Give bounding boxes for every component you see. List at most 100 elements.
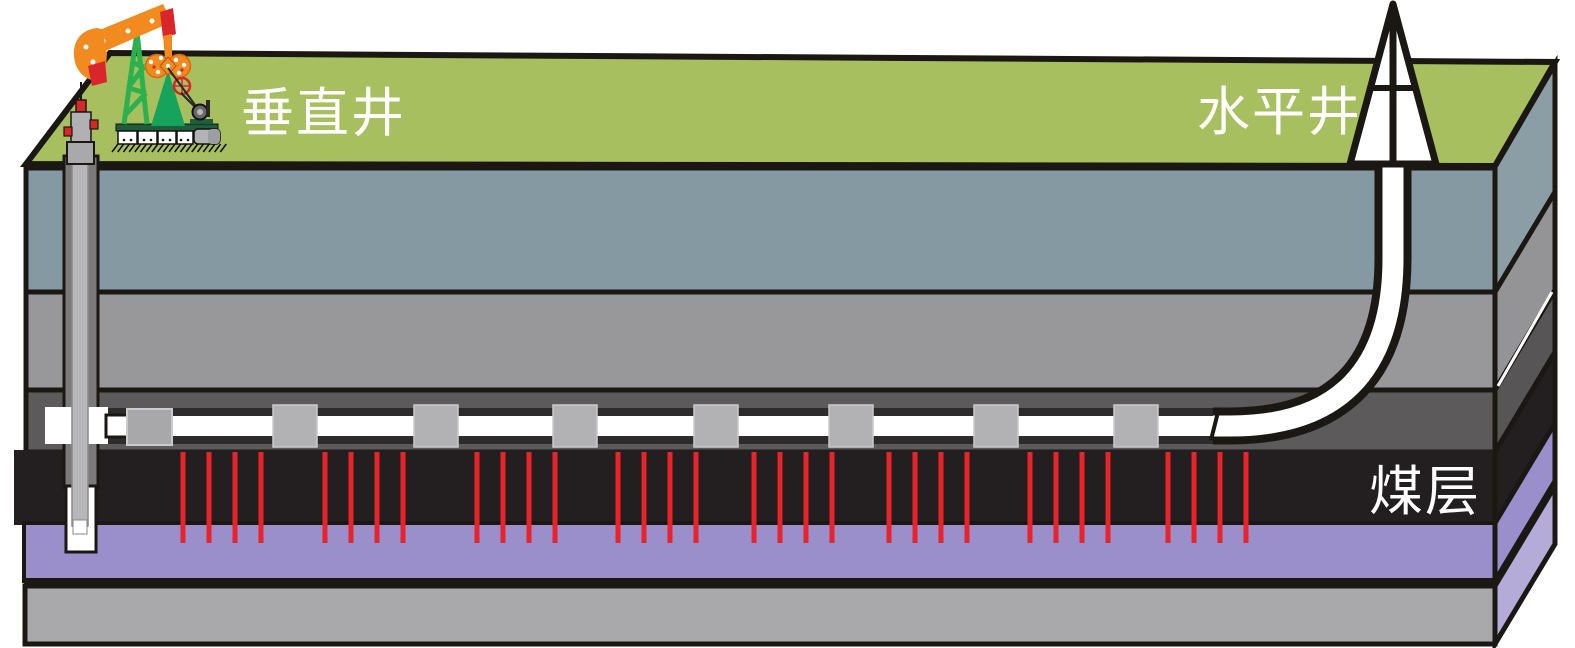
hatch-mark xyxy=(219,143,227,153)
label-horizontal-well: 水平井 xyxy=(1197,84,1362,142)
fracture-line xyxy=(374,452,380,543)
fracture-line xyxy=(1027,452,1033,543)
side-face-highlight xyxy=(1496,291,1554,387)
surface-casing-stub xyxy=(66,141,95,165)
wellhead-valve-left xyxy=(63,126,73,137)
fracture-line xyxy=(777,452,783,543)
rivet-dot xyxy=(149,138,153,142)
pumpjack-icon xyxy=(73,4,227,153)
drive-belt xyxy=(167,67,199,110)
fracture-line xyxy=(322,452,328,543)
polished-rod-clamp xyxy=(75,99,87,113)
motor-bracket xyxy=(206,100,210,117)
horizontal-well-curve-bore xyxy=(1213,158,1404,437)
pipe-collar-large xyxy=(126,408,173,446)
pipe-collar xyxy=(693,404,739,448)
fracture-line xyxy=(474,452,480,543)
fracture-line xyxy=(258,452,264,543)
stratum5-side-face xyxy=(1492,413,1558,591)
pipe-collar xyxy=(1113,404,1159,448)
fracture-line xyxy=(526,452,532,543)
hatch-mark xyxy=(139,143,148,153)
fracture-line xyxy=(552,452,558,543)
stratum5-bottom-border xyxy=(24,578,1495,588)
stratum6-side-face xyxy=(1492,476,1558,648)
hatch-mark xyxy=(208,143,216,153)
fracture-line xyxy=(1217,452,1223,543)
rivet-dot xyxy=(186,138,190,142)
motor-pad xyxy=(190,119,213,124)
fracture-line xyxy=(206,452,212,543)
fracture-line xyxy=(400,452,406,543)
wellhead-valve-right xyxy=(89,119,99,130)
hatch-mark xyxy=(202,143,210,153)
hatch-mark xyxy=(128,143,136,153)
hatch-mark xyxy=(111,143,119,153)
fracture-line xyxy=(912,452,918,543)
hatch-mark xyxy=(162,143,170,153)
fracture-line xyxy=(829,452,835,543)
horsehead-rivet xyxy=(90,59,96,65)
fracture-lines-group xyxy=(180,452,1249,543)
fracture-line xyxy=(693,452,699,543)
label-vertical-well: 垂直井 xyxy=(241,85,406,143)
hatch-mark xyxy=(156,143,165,153)
fracture-line xyxy=(938,452,944,543)
wellhead xyxy=(63,82,99,165)
beam-rivet xyxy=(125,28,131,34)
horizontal-well xyxy=(45,158,1412,448)
ground-hatching xyxy=(111,143,227,153)
horizontal-pipe xyxy=(108,416,1213,436)
hatch-mark xyxy=(196,143,205,153)
pipe-collar xyxy=(973,404,1019,448)
fracture-line xyxy=(615,452,621,543)
fracture-line xyxy=(1079,452,1085,543)
pumpjack-lattice-tower xyxy=(121,29,150,125)
horizontal-pipe-top-border xyxy=(108,408,1216,416)
pipe-collar xyxy=(272,404,318,448)
crank-hub-pin xyxy=(165,63,171,69)
fracture-line xyxy=(1105,452,1111,543)
stratum6-front-face xyxy=(22,583,1498,647)
fracture-line xyxy=(500,452,506,543)
rivet-dot xyxy=(179,138,183,142)
pumpjack-tank-cap xyxy=(208,129,220,144)
fracture-line xyxy=(803,452,809,543)
fracture-line xyxy=(667,452,673,543)
tubing-tip xyxy=(72,519,88,535)
horizontal-pipe-bottom-border xyxy=(108,436,1216,444)
hatch-mark xyxy=(174,143,182,153)
rivet-dot xyxy=(168,138,172,142)
rivet-dot xyxy=(161,138,165,142)
rivet-dot xyxy=(122,138,126,142)
pipe-collar xyxy=(413,404,459,448)
samson-post xyxy=(151,70,185,126)
hatch-mark xyxy=(191,143,199,153)
hatch-mark xyxy=(213,143,222,153)
hatch-mark xyxy=(179,143,188,153)
fracture-line xyxy=(1053,452,1059,543)
label-coal-seam: 煤层 xyxy=(1369,462,1481,522)
motor-pulley-hub xyxy=(197,109,203,115)
fracture-line xyxy=(751,452,757,543)
hatch-mark xyxy=(151,143,159,153)
fracture-line xyxy=(232,452,238,543)
rivet-dot xyxy=(142,138,146,142)
horsehead-tip xyxy=(88,61,107,86)
pumpjack-base-boxes xyxy=(117,130,215,145)
fracture-line xyxy=(886,452,892,543)
pitman-link-lower xyxy=(163,34,172,58)
fracture-line xyxy=(1165,452,1171,543)
hatch-mark xyxy=(185,143,193,153)
pipe-collar xyxy=(828,404,874,448)
stratum5-front-face xyxy=(22,521,1497,583)
pipe-collars-group xyxy=(272,404,1159,448)
fracture-line xyxy=(1191,452,1197,543)
hatch-mark xyxy=(145,143,153,153)
hatch-mark xyxy=(117,143,125,153)
fracture-line xyxy=(180,452,186,543)
horsehead-rivet xyxy=(83,44,89,50)
drill-derrick-icon xyxy=(1346,0,1440,168)
